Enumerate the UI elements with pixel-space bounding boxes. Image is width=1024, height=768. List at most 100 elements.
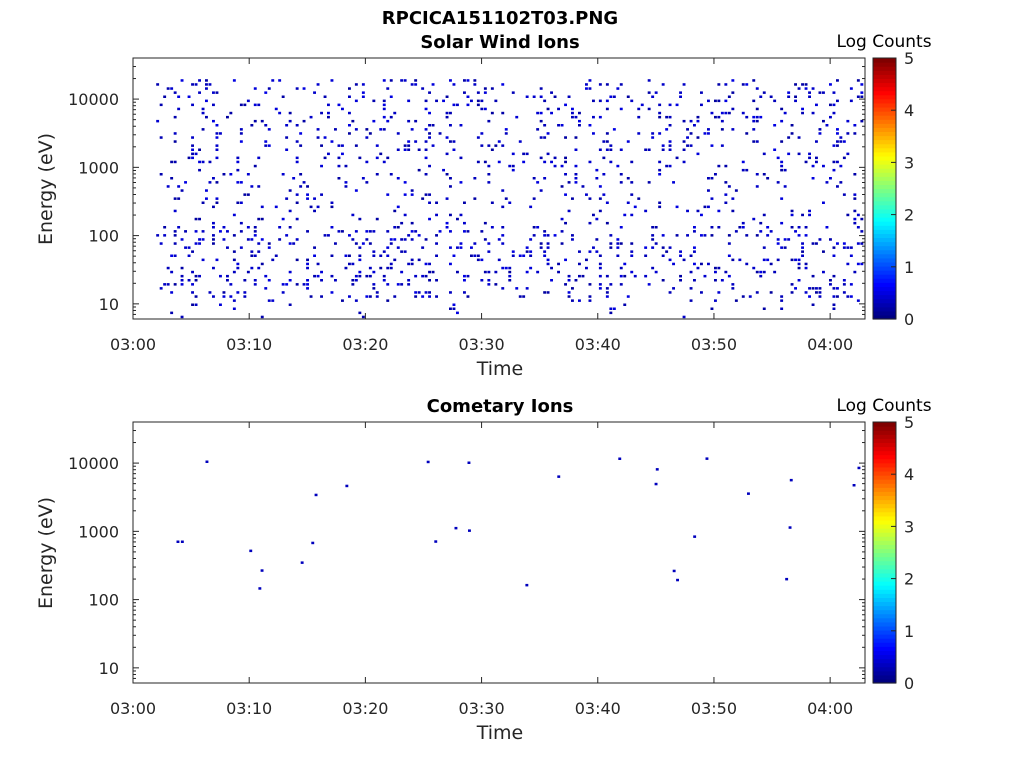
spectrogram-cell xyxy=(693,279,696,282)
spectrogram-cell xyxy=(546,132,550,135)
spectrogram-cell xyxy=(246,99,250,103)
spectrogram-cell xyxy=(250,254,254,257)
spectrogram-cell xyxy=(804,291,808,294)
spectrogram-cell xyxy=(619,173,623,176)
spectrogram-cell xyxy=(173,115,177,119)
plot-frame xyxy=(132,57,866,320)
spectrogram-cell xyxy=(253,254,257,257)
spectrogram-cell xyxy=(358,254,362,257)
spectrogram-cell xyxy=(431,124,435,127)
spectrogram-cell xyxy=(741,83,745,86)
colorbar-step xyxy=(873,462,896,468)
spectrogram-cell xyxy=(431,270,435,274)
spectrogram-cell xyxy=(536,226,540,229)
spectrogram-cell xyxy=(468,529,471,532)
figure-title: RPCICA151102T03.PNG xyxy=(382,8,618,29)
spectrogram-cell xyxy=(605,295,609,298)
spectrogram-cell xyxy=(236,156,240,160)
spectrogram-cell xyxy=(187,95,191,98)
spectrogram-cell xyxy=(633,205,637,209)
panel-title: Cometary Ions xyxy=(427,396,574,417)
spectrogram-cell xyxy=(424,148,428,151)
spectrogram-cell xyxy=(348,87,351,90)
spectrogram-cell xyxy=(173,160,177,164)
spectrogram-cell xyxy=(508,270,512,274)
colorbar-step xyxy=(873,196,896,202)
spectrogram-cell xyxy=(842,291,846,294)
spectrogram-cell xyxy=(647,79,651,82)
spectrogram-cell xyxy=(232,213,236,217)
spectrogram-cell xyxy=(832,168,836,172)
colorbar-step xyxy=(873,86,896,92)
spectrogram-cell xyxy=(571,115,574,119)
spectrogram-cell xyxy=(574,136,578,139)
colorbar-step xyxy=(873,245,896,251)
spectrogram-cell xyxy=(689,132,693,135)
spectrogram-cell xyxy=(560,185,564,188)
spectrogram-cell xyxy=(734,299,738,302)
spectrogram-cell xyxy=(191,270,194,274)
spectrogram-cell xyxy=(212,91,215,94)
spectrogram-cell xyxy=(358,156,362,160)
colorbar-step xyxy=(873,422,896,427)
colorbar-step xyxy=(873,540,896,545)
spectrogram-cell xyxy=(236,181,240,184)
spectrogram-cell xyxy=(693,250,696,253)
spectrogram-cell xyxy=(769,230,773,233)
spectrogram-cell xyxy=(421,274,425,278)
spectrogram-cell xyxy=(762,258,766,262)
colorbar-step xyxy=(873,536,896,541)
spectrogram-cell xyxy=(239,128,243,131)
spectrogram-cell xyxy=(497,258,501,262)
spectrogram-cell xyxy=(389,238,393,241)
spectrogram-cell xyxy=(759,270,763,274)
spectrogram-cell xyxy=(156,119,160,123)
spectrogram-cell xyxy=(539,87,543,90)
spectrogram-cell xyxy=(288,242,292,245)
spectrogram-cell xyxy=(801,107,804,111)
colorbar-step xyxy=(873,638,896,643)
spectrogram-cell xyxy=(780,295,784,298)
spectrogram-cell xyxy=(717,115,721,119)
spectrogram-cell xyxy=(696,266,700,270)
spectrogram-cell xyxy=(501,205,505,209)
spectrogram-cell xyxy=(431,144,435,147)
colorbar-step xyxy=(873,131,896,137)
spectrogram-cell xyxy=(306,279,309,282)
spectrogram-cell xyxy=(212,242,215,245)
spectrogram-cell xyxy=(651,95,655,98)
spectrogram-cell xyxy=(386,87,390,90)
spectrogram-cell xyxy=(191,283,194,286)
spectrogram-cell xyxy=(724,164,728,168)
spectrogram-cell xyxy=(257,103,261,107)
spectrogram-cell xyxy=(320,295,323,298)
spectrogram-cell xyxy=(236,291,240,294)
spectrogram-cell xyxy=(501,189,505,192)
spectrogram-cell xyxy=(808,152,811,156)
spectrogram-cell xyxy=(832,303,836,306)
colorbar-step xyxy=(873,470,896,476)
spectrogram-cells xyxy=(156,79,864,319)
spectrogram-cell xyxy=(794,95,797,98)
spectrogram-cell xyxy=(365,274,369,278)
spectrogram-cell xyxy=(191,144,194,147)
spectrogram-cell xyxy=(651,238,655,241)
spectrogram-cell xyxy=(612,128,616,131)
colorbar-step xyxy=(873,426,896,431)
spectrogram-cell xyxy=(672,569,676,573)
spectrogram-cell xyxy=(836,140,839,143)
spectrogram-cell xyxy=(700,91,703,94)
colorbar-step xyxy=(873,62,896,67)
spectrogram-cell xyxy=(445,152,449,156)
spectrogram-cell xyxy=(205,189,208,192)
spectrogram-cell xyxy=(818,128,822,131)
spectrogram-cell xyxy=(529,266,533,270)
spectrogram-cell xyxy=(808,209,811,213)
spectrogram-cell xyxy=(668,148,672,151)
spectrogram-cell xyxy=(428,270,431,274)
colorbar-frame xyxy=(872,57,897,320)
spectrogram-cell xyxy=(741,221,745,225)
colorbar-step xyxy=(873,621,896,627)
spectrogram-cell xyxy=(654,226,658,229)
spectrogram-cell xyxy=(424,128,428,131)
